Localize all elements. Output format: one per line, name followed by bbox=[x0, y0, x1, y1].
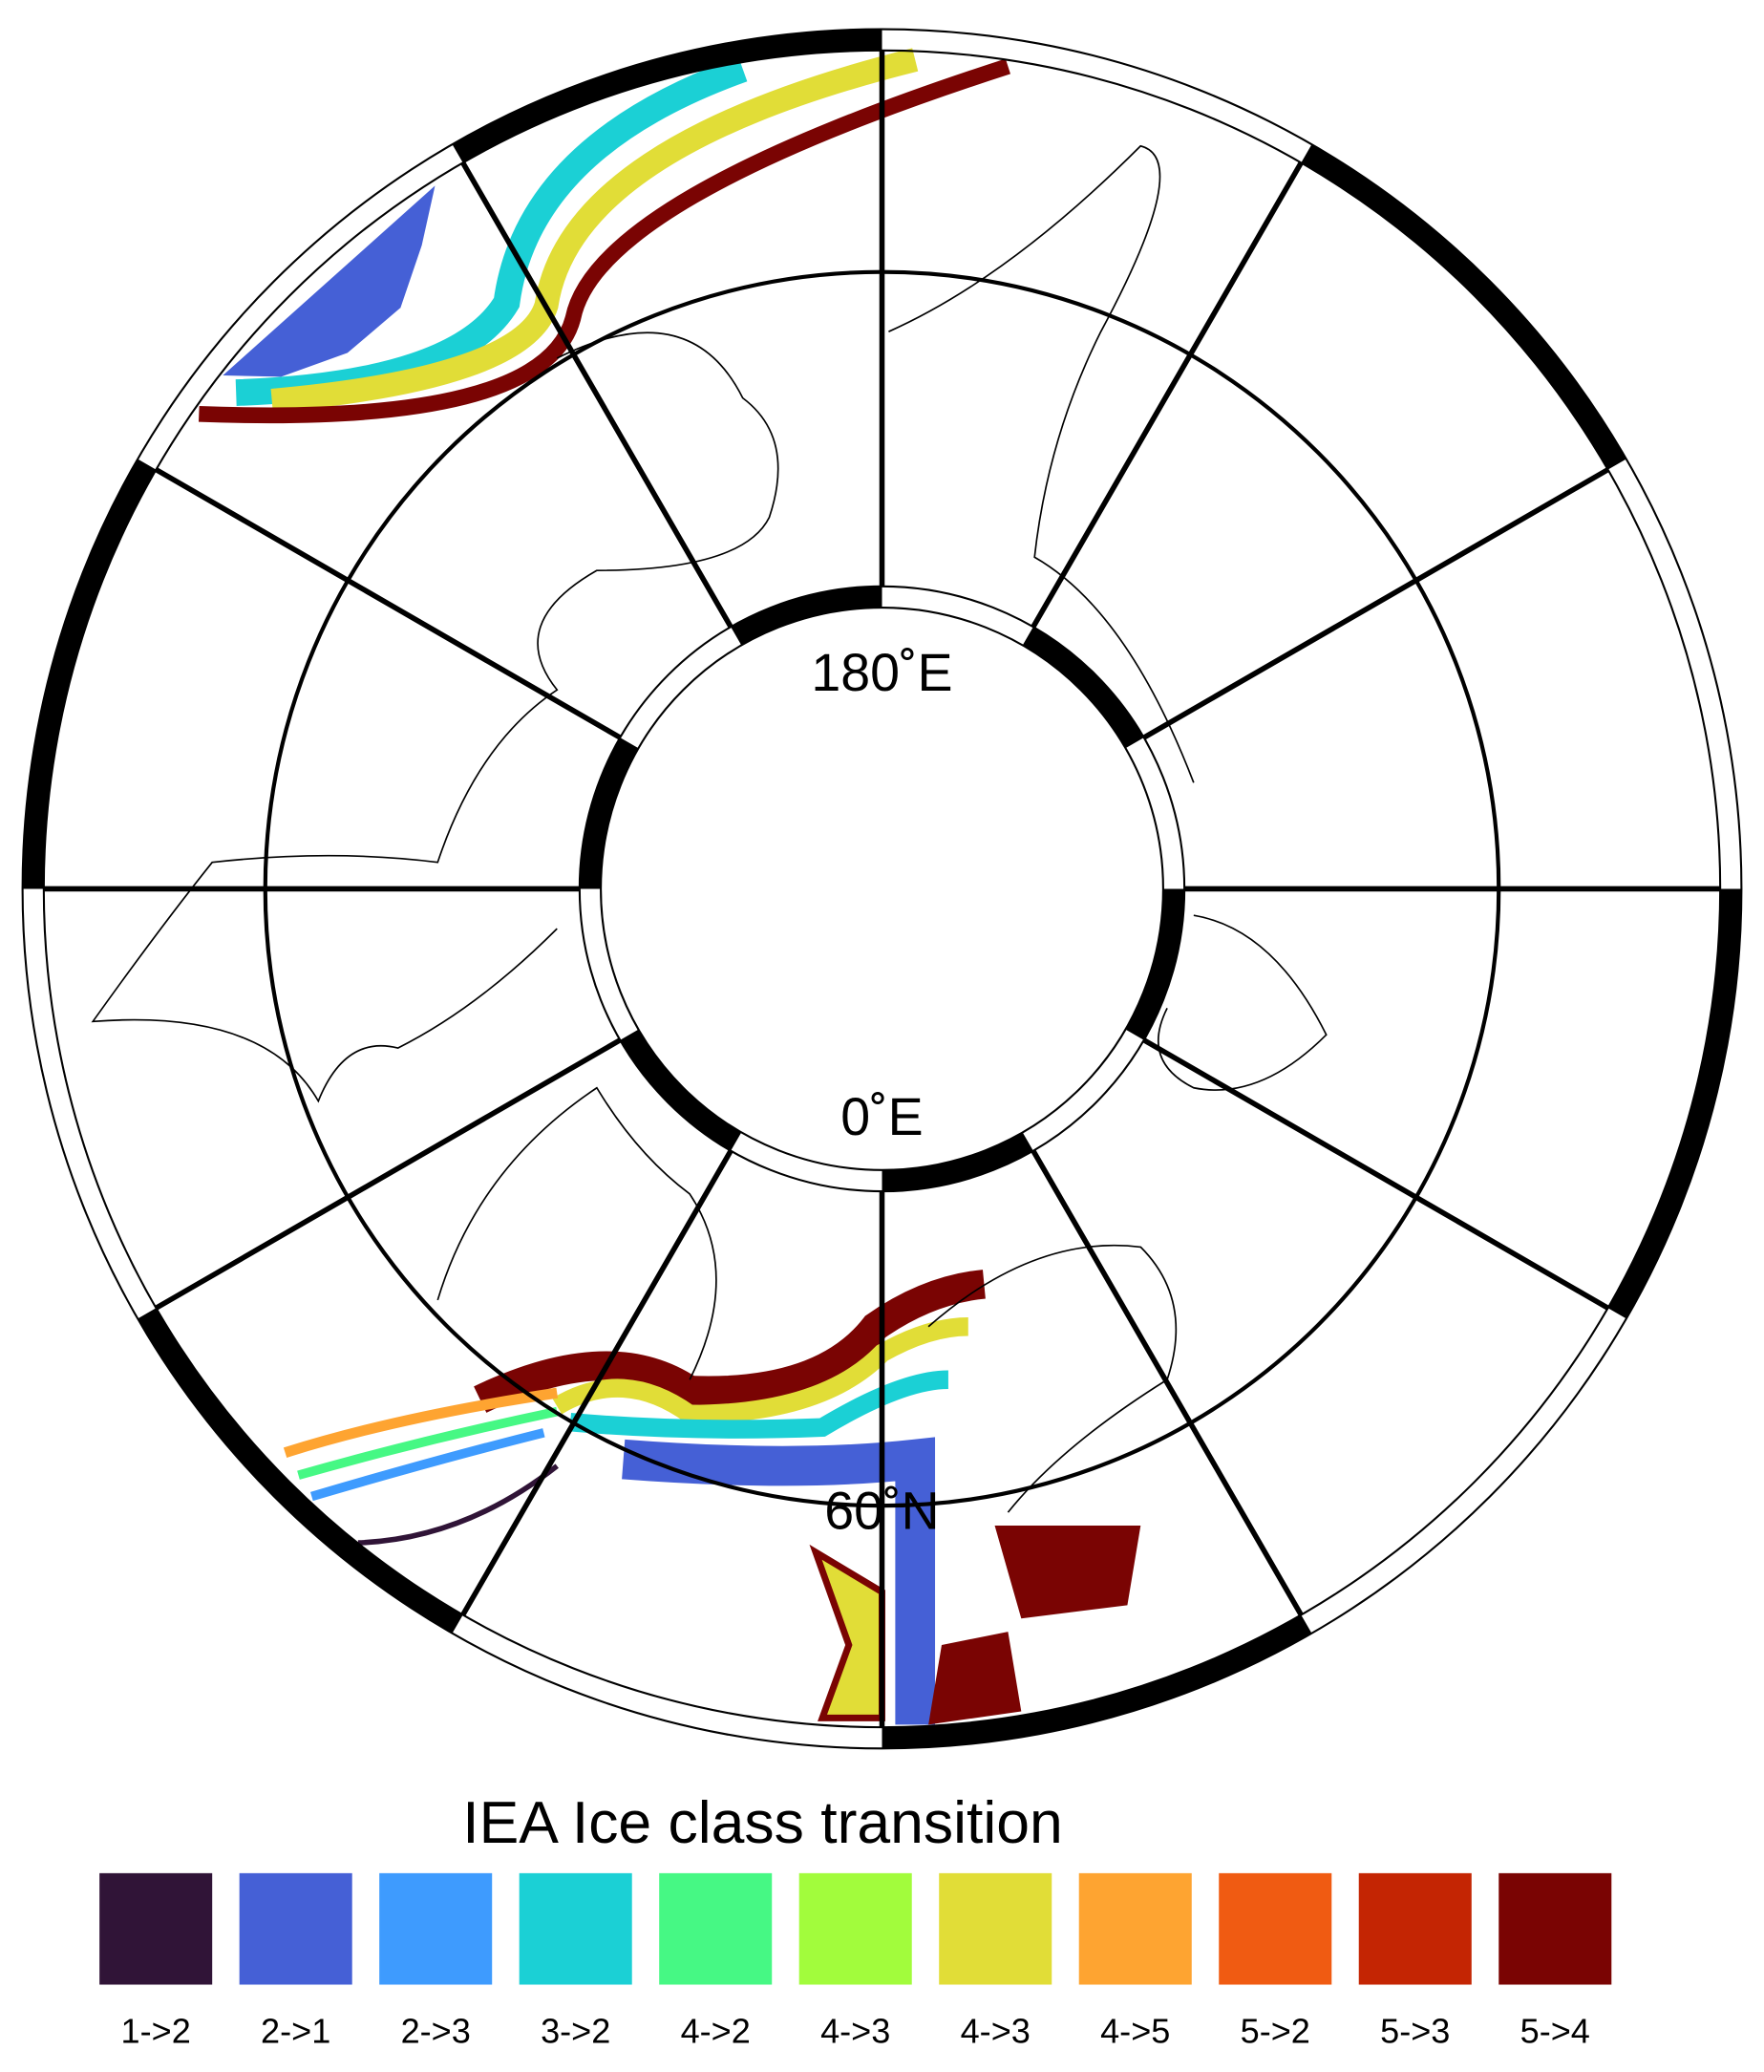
legend-label: 5->3 bbox=[1380, 2011, 1450, 2050]
legend-title: IEA Ice class transition bbox=[462, 1789, 1063, 1856]
legend-swatch bbox=[659, 1872, 773, 1985]
coastlines bbox=[91, 144, 1328, 1513]
legend-swatch bbox=[379, 1872, 493, 1985]
meridian-line bbox=[460, 160, 733, 629]
legend-swatch bbox=[1078, 1872, 1192, 1985]
frame-segment bbox=[1607, 888, 1742, 1319]
legend-swatch bbox=[99, 1872, 213, 1985]
frame-segment bbox=[452, 29, 882, 163]
legend-label: 5->4 bbox=[1520, 2011, 1590, 2050]
meridian-line bbox=[1142, 1037, 1609, 1311]
legend-swatch bbox=[1358, 1872, 1472, 1985]
frame-segment bbox=[1301, 144, 1626, 470]
legend-label: 4->3 bbox=[961, 2011, 1031, 2050]
legend-label: 3->2 bbox=[541, 2011, 610, 2050]
legend-label: 2->3 bbox=[401, 2011, 471, 2050]
legend-swatch bbox=[1498, 1872, 1612, 1985]
frame-segment bbox=[1125, 888, 1185, 1040]
frame-segment bbox=[882, 1132, 1033, 1192]
meridian-line bbox=[1142, 467, 1609, 740]
frame-segment bbox=[731, 586, 882, 646]
frame-segment bbox=[138, 1308, 463, 1634]
legend-label: 4->3 bbox=[820, 2011, 890, 2050]
meridian-line bbox=[1031, 1149, 1304, 1616]
meridian-label: 0˚E bbox=[840, 1087, 923, 1146]
legend-swatch bbox=[798, 1872, 912, 1985]
frame-segment bbox=[882, 1614, 1312, 1749]
frame-segment bbox=[1022, 627, 1144, 749]
legend-swatch bbox=[1219, 1872, 1332, 1985]
meridian-label: 180˚E bbox=[811, 643, 952, 702]
legend-swatch bbox=[939, 1872, 1052, 1985]
legend-swatch bbox=[239, 1872, 352, 1985]
legend: 1->2 2->1 2->3 3->2 4->2 4->3 4->3 4->5 5->2 5->3… bbox=[99, 1872, 1612, 2050]
legend-label: 2->1 bbox=[261, 2011, 330, 2050]
frame-segment bbox=[22, 459, 157, 889]
legend-label: 5->2 bbox=[1241, 2011, 1310, 2050]
map-frame bbox=[21, 28, 1743, 1750]
meridian-line bbox=[155, 1037, 622, 1311]
legend-swatch bbox=[519, 1872, 632, 1985]
figure-content: 180˚E 0˚E 60˚N IEA Ice class transition … bbox=[21, 28, 1743, 2050]
frame-segment bbox=[620, 1029, 742, 1151]
legend-label: 4->5 bbox=[1100, 2011, 1170, 2050]
latitude-label: 60˚N bbox=[824, 1482, 939, 1541]
legend-label: 4->2 bbox=[681, 2011, 751, 2050]
ice-bands bbox=[198, 48, 1141, 1725]
meridian-line bbox=[460, 1149, 733, 1616]
meridian-line bbox=[1031, 160, 1304, 629]
meridian-line bbox=[155, 467, 622, 740]
frame-segment bbox=[579, 737, 639, 889]
legend-label: 1->2 bbox=[121, 2011, 191, 2050]
